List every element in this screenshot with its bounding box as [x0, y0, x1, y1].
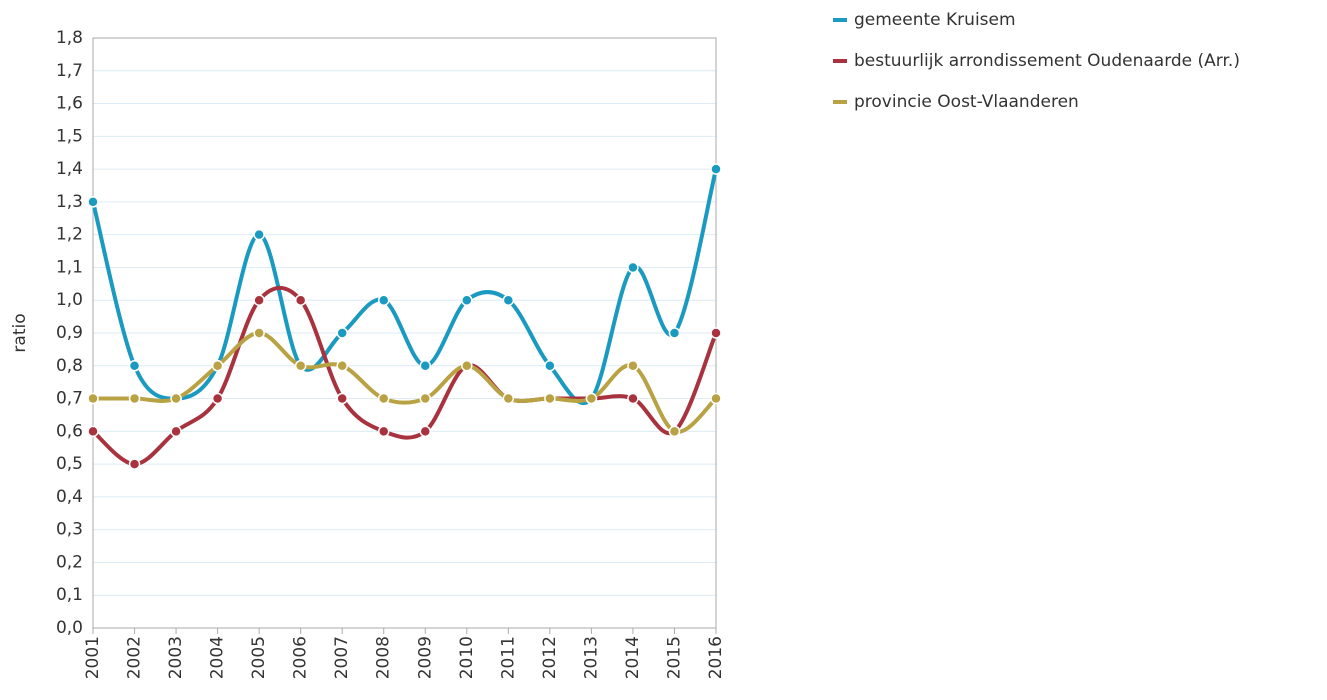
point: [87, 425, 99, 438]
legend-label: gemeente Kruisem: [854, 10, 1016, 30]
x-tick-label: 2015: [664, 636, 684, 679]
legend-label: provincie Oost-Vlaanderen: [854, 92, 1079, 112]
x-tick-label: 2007: [332, 636, 352, 679]
y-tick-label: 1,5: [56, 126, 83, 146]
point: [128, 360, 141, 372]
point: [544, 392, 556, 405]
point: [253, 327, 265, 339]
point: [253, 294, 265, 306]
point: [336, 360, 348, 372]
point: [502, 294, 515, 306]
point: [627, 392, 639, 405]
y-tick-label: 0,0: [56, 618, 83, 638]
point: [294, 360, 307, 372]
point: [170, 392, 182, 405]
x-tick-label: 2001: [83, 636, 103, 679]
point: [419, 360, 432, 372]
y-tick-label: 1,8: [56, 28, 83, 48]
point: [87, 392, 99, 405]
x-tick-label: 2011: [498, 636, 518, 679]
point: [668, 425, 681, 438]
x-tick-label: 2014: [623, 636, 643, 679]
point: [87, 196, 99, 208]
y-tick-label: 0,3: [56, 520, 83, 540]
x-tick-label: 2004: [208, 636, 228, 679]
y-tick-label: 0,1: [56, 585, 83, 605]
point: [377, 392, 390, 405]
y-tick-label: 0,5: [56, 454, 83, 474]
y-tick-label: 1,4: [56, 159, 83, 179]
point: [336, 392, 348, 405]
y-tick-label: 0,9: [56, 323, 83, 343]
x-tick-label: 2005: [249, 636, 269, 679]
x-tick-label: 2003: [166, 636, 186, 679]
series-line: [92, 330, 718, 434]
x-tick-label: 2016: [706, 636, 726, 679]
point: [336, 327, 348, 339]
point: [294, 294, 307, 306]
y-tick-label: 1,1: [56, 257, 83, 277]
y-tick-label: 0,6: [56, 421, 83, 441]
y-tick-label: 1,2: [56, 225, 83, 245]
point: [544, 360, 556, 372]
point: [419, 425, 432, 438]
point: [128, 392, 141, 405]
point: [170, 425, 182, 438]
x-tick-label: 2008: [374, 636, 394, 679]
point: [710, 392, 722, 405]
point: [461, 294, 473, 306]
y-tick-label: 0,2: [56, 552, 83, 572]
point: [419, 392, 432, 405]
point: [253, 228, 265, 241]
point: [211, 392, 224, 405]
legend-label: bestuurlijk arrondissement Oudenaarde (A…: [854, 51, 1240, 71]
x-tick-label: 2013: [581, 636, 601, 679]
point: [461, 360, 473, 372]
point: [585, 392, 598, 405]
x-tick-label: 2002: [125, 636, 145, 679]
y-tick-label: 0,8: [56, 356, 83, 376]
y-axis-label: ratio: [10, 313, 30, 352]
point: [627, 360, 639, 372]
x-tick-label: 2009: [415, 636, 435, 679]
point: [377, 425, 390, 438]
point: [710, 163, 722, 175]
y-tick-label: 1,6: [56, 94, 83, 114]
x-tick-label: 2010: [457, 636, 477, 679]
y-tick-label: 0,4: [56, 487, 83, 507]
series-line: [91, 285, 718, 467]
point: [502, 392, 515, 405]
point: [128, 458, 141, 470]
point: [710, 327, 722, 339]
point: [211, 360, 224, 372]
y-tick-label: 1,7: [56, 61, 83, 81]
x-tick-label: 2012: [540, 636, 560, 679]
point: [377, 294, 390, 306]
y-tick-label: 1,3: [56, 192, 83, 212]
point: [668, 327, 681, 339]
y-tick-label: 0,7: [56, 389, 83, 409]
point: [627, 261, 639, 274]
x-tick-label: 2006: [291, 636, 311, 679]
y-tick-label: 1,0: [56, 290, 83, 310]
